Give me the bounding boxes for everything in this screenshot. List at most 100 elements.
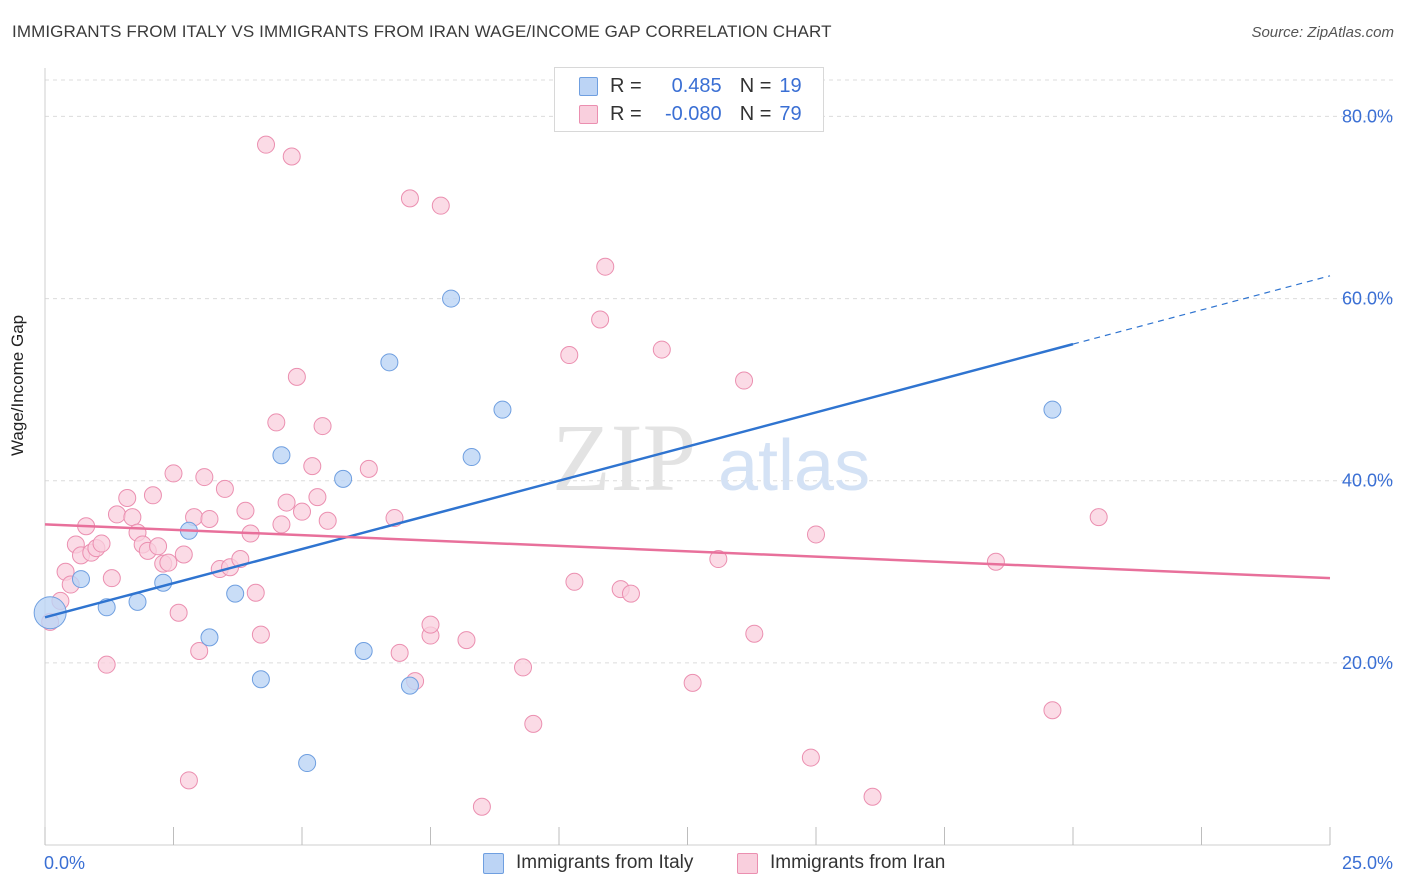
point-iran-10 <box>97 655 116 674</box>
tick-labels: 20.0% 40.0% 60.0% 80.0% 0.0% 25.0% <box>44 106 1393 873</box>
legend-r-value-iran: -0.080 <box>664 102 722 125</box>
legend-row-iran: R = -0.080 N = 79 <box>579 101 802 127</box>
legend-r-value-italy: 0.485 <box>671 74 722 97</box>
point-iran-12 <box>107 505 126 524</box>
point-iran-52 <box>400 189 419 208</box>
point-italy-6 <box>200 628 219 647</box>
point-iran-76 <box>1043 701 1062 720</box>
legend-swatch-italy <box>579 76 598 96</box>
point-iran-60 <box>524 714 543 733</box>
y-tick-label-80: 80.0% <box>1342 106 1393 126</box>
bottom-legend-iran: Immigrants from Iran <box>737 852 945 874</box>
point-italy-11 <box>334 469 353 488</box>
point-iran-61 <box>560 346 579 365</box>
point-iran-44 <box>293 502 311 521</box>
point-iran-31 <box>215 479 234 498</box>
source-label: Source: ZipAtlas.com <box>1251 24 1394 41</box>
point-iran-57 <box>457 631 476 650</box>
point-italy-10 <box>298 754 317 773</box>
point-iran-28 <box>195 468 214 487</box>
point-italy-14 <box>400 676 419 695</box>
watermark-atlas: atlas <box>718 426 870 506</box>
legend-r-label-italy: R = <box>610 74 642 97</box>
point-italy-12 <box>354 642 373 661</box>
y-axis-label: Wage/Income Gap <box>8 314 27 456</box>
axes <box>44 68 1331 846</box>
point-italy-9 <box>272 446 291 465</box>
legend-row-italy: R = 0.485 N = 19 <box>579 73 802 99</box>
point-iran-25 <box>179 771 198 790</box>
point-iran-73 <box>807 525 825 544</box>
bottom-legend-italy: Immigrants from Italy <box>483 852 693 874</box>
point-iran-67 <box>652 340 671 359</box>
point-iran-51 <box>390 643 409 662</box>
point-iran-36 <box>246 583 265 602</box>
point-iran-48 <box>318 511 337 530</box>
trend-line-iran <box>44 523 1331 580</box>
point-iran-62 <box>565 572 584 591</box>
point-italy-8 <box>251 670 270 689</box>
point-italy-13 <box>380 353 399 372</box>
point-italy-1 <box>71 570 90 589</box>
legend-n-label-italy: N = <box>739 74 772 97</box>
point-iran-42 <box>282 147 301 166</box>
point-iran-55 <box>421 615 440 634</box>
point-iran-41 <box>277 493 296 512</box>
point-iran-39 <box>267 413 286 432</box>
point-iran-46 <box>308 488 327 507</box>
point-iran-23 <box>169 603 188 622</box>
point-iran-70 <box>735 371 754 390</box>
legend-n-value-iran: 79 <box>779 102 802 125</box>
point-iran-66 <box>621 584 640 603</box>
y-tick-label-40: 40.0% <box>1342 471 1393 491</box>
point-iran-74 <box>863 787 882 806</box>
point-iran-71 <box>745 624 764 643</box>
bottom-legend-label-italy: Immigrants from Italy <box>516 852 694 873</box>
point-iran-49 <box>359 459 378 478</box>
legend-n-value-italy: 19 <box>779 74 802 97</box>
point-italy-18 <box>1043 400 1062 419</box>
trend-line-italy <box>44 342 1074 619</box>
point-iran-22 <box>164 464 183 483</box>
point-iran-19 <box>149 537 168 556</box>
point-iran-40 <box>272 515 291 534</box>
watermark: ZIP atlas <box>552 404 870 511</box>
point-iran-68 <box>683 673 702 692</box>
correlation-legend: R = 0.485 N = 19 R = -0.080 N = 79 <box>554 67 824 132</box>
point-iran-34 <box>236 501 255 520</box>
point-iran-77 <box>1089 508 1108 527</box>
point-iran-43 <box>287 367 306 386</box>
watermark-zip: ZIP <box>552 404 696 511</box>
legend-r-label-iran: R = <box>610 102 642 125</box>
point-iran-29 <box>200 509 219 528</box>
x-tick-label-min: 0.0% <box>44 853 85 873</box>
legend-n-label-iran: N = <box>739 102 772 125</box>
point-iran-37 <box>251 625 270 644</box>
point-iran-64 <box>596 257 615 276</box>
point-iran-75 <box>986 552 1005 571</box>
point-iran-63 <box>591 310 610 329</box>
point-iran-72 <box>801 748 820 767</box>
point-iran-45 <box>303 457 322 476</box>
bottom-legend-swatch-italy <box>483 852 504 874</box>
point-iran-47 <box>313 417 332 436</box>
y-tick-label-20: 20.0% <box>1342 653 1393 673</box>
point-italy-3 <box>128 592 147 611</box>
point-iran-13 <box>118 489 137 508</box>
point-italy-16 <box>462 448 481 467</box>
point-italy-17 <box>493 400 512 419</box>
point-iran-18 <box>143 486 162 505</box>
series-italy-points <box>33 289 1062 773</box>
gridlines <box>45 79 1393 664</box>
y-tick-label-60: 60.0% <box>1342 289 1393 309</box>
point-iran-14 <box>123 508 142 527</box>
point-iran-27 <box>190 642 209 661</box>
point-iran-59 <box>514 658 533 677</box>
point-italy-7 <box>226 584 245 603</box>
trend-line-italy-extension <box>1072 275 1331 345</box>
legend-swatch-iran <box>579 104 598 124</box>
point-iran-24 <box>174 545 193 564</box>
bottom-legend-label-iran: Immigrants from Iran <box>770 852 946 873</box>
point-iran-56 <box>431 196 450 215</box>
